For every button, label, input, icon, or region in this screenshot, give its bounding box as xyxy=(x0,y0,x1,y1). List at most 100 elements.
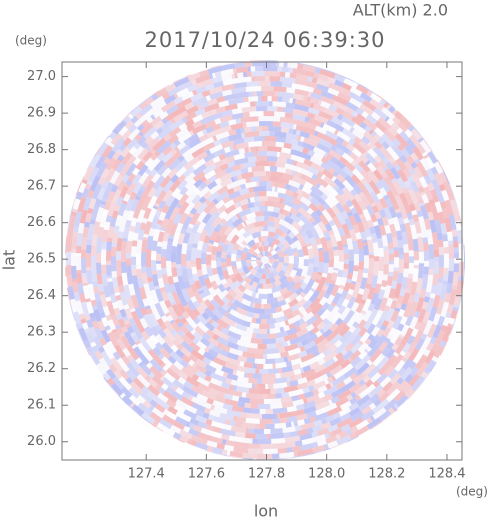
echo-cell xyxy=(276,106,284,112)
echo-cell xyxy=(99,337,107,347)
echo-cell xyxy=(295,327,309,338)
echo-cell xyxy=(383,194,390,201)
echo-cell xyxy=(425,297,435,314)
echo-cell xyxy=(364,338,372,346)
echo-cell xyxy=(263,241,270,247)
echo-cell xyxy=(253,185,267,192)
echo-cell xyxy=(97,226,105,239)
echo-cell xyxy=(299,291,307,299)
echo-cell xyxy=(329,233,338,247)
echo-cell xyxy=(309,361,320,370)
echo-cell xyxy=(201,108,217,119)
echo-cell xyxy=(230,214,239,223)
echo-cell xyxy=(181,334,193,346)
echo-cell xyxy=(229,303,238,312)
echo-cell xyxy=(154,209,162,218)
echo-cell xyxy=(369,415,376,422)
echo-cell xyxy=(76,245,82,254)
echo-cell xyxy=(205,149,212,156)
echo-cell xyxy=(419,201,425,207)
echo-cell xyxy=(120,250,127,263)
echo-cell xyxy=(108,182,114,187)
echo-cell xyxy=(173,281,183,297)
echo-cell xyxy=(145,337,157,350)
echo-cell xyxy=(101,246,107,250)
echo-cell xyxy=(107,331,119,347)
echo-cell xyxy=(169,310,179,321)
echo-cell xyxy=(195,74,211,84)
echo-cell xyxy=(381,346,391,357)
echo-cell xyxy=(261,298,268,304)
echo-cell xyxy=(293,256,299,264)
echo-cell xyxy=(382,381,394,393)
echo-cell xyxy=(244,131,260,138)
echo-cell xyxy=(316,171,324,179)
echo-cell xyxy=(395,302,403,310)
echo-cell xyxy=(332,412,341,420)
echo-cell xyxy=(284,163,299,172)
echo-cell xyxy=(122,137,132,147)
echo-cell xyxy=(169,319,176,325)
echo-cell xyxy=(423,186,434,201)
echo-cell xyxy=(226,266,234,276)
echo-cell xyxy=(173,76,190,88)
echo-cell xyxy=(168,126,182,138)
echo-cell xyxy=(198,289,204,295)
echo-cell xyxy=(216,266,224,277)
echo-cell xyxy=(176,141,187,151)
echo-cell xyxy=(393,257,400,268)
echo-cell xyxy=(349,228,357,242)
x-unit: (deg) xyxy=(456,485,488,499)
echo-cell xyxy=(320,417,327,425)
echo-cell xyxy=(100,200,107,206)
echo-cell xyxy=(296,166,302,173)
echo-cell xyxy=(113,331,121,341)
echo-cell xyxy=(209,298,220,309)
echo-cell xyxy=(168,118,185,132)
echo-cell xyxy=(268,266,276,273)
echo-cell xyxy=(288,212,293,218)
echo-cell xyxy=(186,438,193,445)
echo-cell xyxy=(198,133,209,143)
echo-cell xyxy=(226,242,235,253)
echo-cell xyxy=(149,411,162,423)
echo-cell xyxy=(161,92,171,100)
echo-cell xyxy=(131,268,137,276)
echo-cell xyxy=(421,193,430,204)
echo-cell xyxy=(221,296,231,305)
echo-cell xyxy=(70,298,78,313)
echo-cell xyxy=(372,356,383,367)
echo-cell xyxy=(72,281,79,293)
echo-cell xyxy=(252,276,258,283)
echo-cell xyxy=(303,340,317,351)
echo-cell xyxy=(200,101,210,109)
echo-cell xyxy=(392,180,404,195)
echo-cell xyxy=(199,301,208,311)
echo-cell xyxy=(383,285,392,299)
echo-cell xyxy=(409,316,419,330)
echo-cell xyxy=(345,142,356,152)
echo-cell xyxy=(327,87,340,97)
echo-cell xyxy=(258,236,262,242)
echo-cell xyxy=(297,278,304,284)
echo-cell xyxy=(397,168,409,183)
echo-cell xyxy=(151,93,159,101)
echo-cell xyxy=(240,167,249,174)
echo-cell xyxy=(147,137,160,150)
echo-cell xyxy=(251,244,258,251)
echo-cell xyxy=(234,73,238,79)
echo-cell xyxy=(330,301,337,307)
echo-cell xyxy=(82,282,88,286)
echo-cell xyxy=(86,319,94,329)
echo-cell xyxy=(227,330,242,341)
echo-cell xyxy=(352,326,362,336)
echo-cell xyxy=(117,318,126,329)
echo-cell xyxy=(412,146,424,161)
echo-cell xyxy=(302,311,315,323)
echo-cell xyxy=(301,338,309,346)
echo-cell xyxy=(461,280,465,290)
echo-cell xyxy=(323,251,329,264)
echo-cell xyxy=(448,317,455,325)
echo-cell xyxy=(366,323,376,335)
echo-cell xyxy=(235,421,243,428)
